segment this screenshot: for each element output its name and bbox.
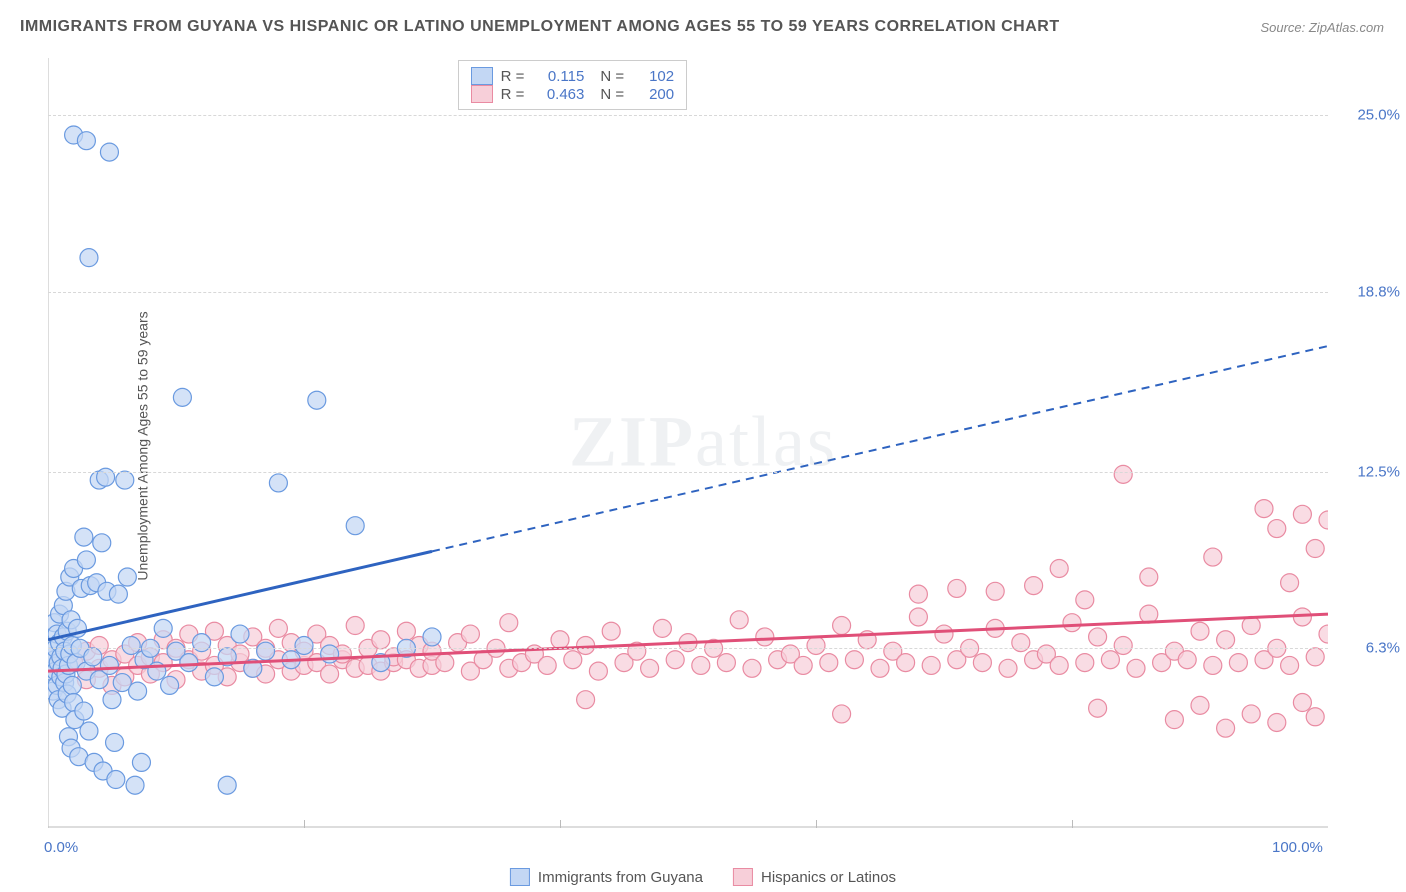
chart-title: IMMIGRANTS FROM GUYANA VS HISPANIC OR LA… bbox=[20, 18, 1060, 36]
legend-item: Immigrants from Guyana bbox=[510, 868, 703, 886]
n-value: 200 bbox=[632, 86, 674, 103]
gridline bbox=[48, 292, 1328, 293]
stats-legend-row: R = 0.463 N = 200 bbox=[471, 85, 675, 103]
chart-area: R = 0.115 N = 102 R = 0.463 N = 200 6.3%… bbox=[48, 58, 1328, 828]
y-tick-label: 25.0% bbox=[1340, 107, 1400, 124]
x-tick-label: 0.0% bbox=[44, 839, 78, 856]
gridline bbox=[48, 472, 1328, 473]
scatter-plot bbox=[48, 58, 1328, 828]
stats-legend: R = 0.115 N = 102 R = 0.463 N = 200 bbox=[458, 60, 688, 110]
legend-label: Hispanics or Latinos bbox=[761, 869, 896, 886]
gridline bbox=[48, 648, 1328, 649]
y-tick-label: 6.3% bbox=[1340, 640, 1400, 657]
n-value: 102 bbox=[632, 68, 674, 85]
x-minor-tick bbox=[816, 820, 817, 828]
gridline bbox=[48, 115, 1328, 116]
n-label: N = bbox=[600, 86, 624, 103]
series-legend: Immigrants from Guyana Hispanics or Latin… bbox=[510, 868, 896, 886]
r-value: 0.115 bbox=[532, 68, 584, 85]
r-label: R = bbox=[501, 86, 525, 103]
y-tick-label: 12.5% bbox=[1340, 463, 1400, 480]
legend-item: Hispanics or Latinos bbox=[733, 868, 896, 886]
legend-swatch bbox=[471, 67, 493, 85]
y-tick-label: 18.8% bbox=[1340, 283, 1400, 300]
legend-swatch bbox=[471, 85, 493, 103]
n-label: N = bbox=[600, 68, 624, 85]
r-value: 0.463 bbox=[532, 86, 584, 103]
r-label: R = bbox=[501, 68, 525, 85]
legend-label: Immigrants from Guyana bbox=[538, 869, 703, 886]
x-minor-tick bbox=[304, 820, 305, 828]
x-minor-tick bbox=[560, 820, 561, 828]
legend-swatch bbox=[510, 868, 530, 886]
legend-swatch bbox=[733, 868, 753, 886]
source-label: Source: ZipAtlas.com bbox=[1260, 20, 1384, 35]
x-minor-tick bbox=[1072, 820, 1073, 828]
x-tick-label: 100.0% bbox=[1272, 839, 1323, 856]
stats-legend-row: R = 0.115 N = 102 bbox=[471, 67, 675, 85]
